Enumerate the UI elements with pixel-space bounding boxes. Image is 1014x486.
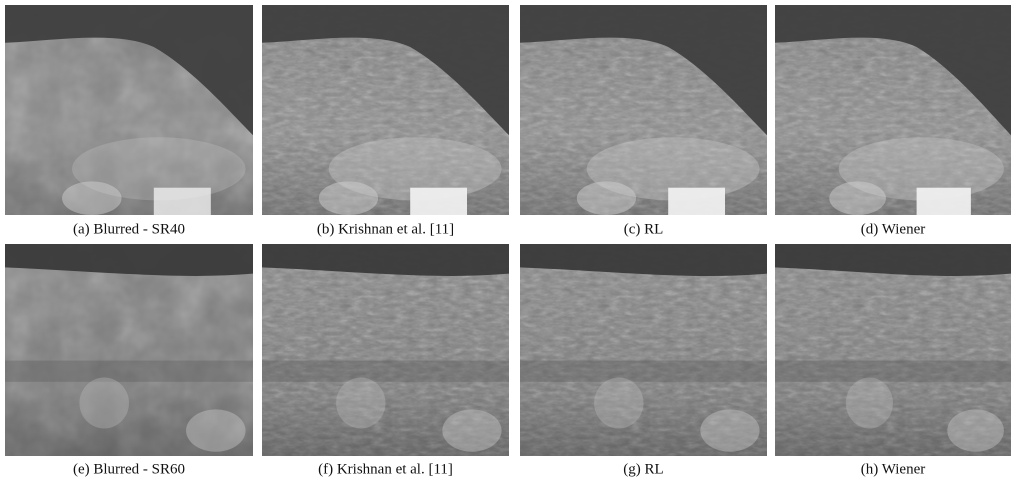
image xyxy=(5,244,253,456)
bright-trees xyxy=(442,409,501,451)
bright-trees xyxy=(79,378,129,429)
image xyxy=(520,244,767,456)
image xyxy=(520,5,767,215)
image xyxy=(775,5,1011,215)
bright-trees xyxy=(846,378,893,429)
bright-trees xyxy=(700,409,759,451)
dark-band xyxy=(775,361,1011,382)
caption: (c) RL xyxy=(624,221,664,237)
image-panel xyxy=(520,244,767,456)
building xyxy=(154,188,211,215)
dark-band xyxy=(262,361,509,382)
image-panel xyxy=(775,5,1011,215)
bright-trees xyxy=(947,409,1004,451)
image xyxy=(5,5,253,215)
caption: (e) Blurred - SR60 xyxy=(73,461,185,477)
caption: (h) Wiener xyxy=(861,461,926,477)
caption: (d) Wiener xyxy=(861,221,926,237)
caption: (g) RL xyxy=(623,461,663,477)
building xyxy=(410,188,467,215)
bright-trees xyxy=(186,409,246,451)
building xyxy=(668,188,725,215)
image xyxy=(775,244,1011,456)
image-panel xyxy=(5,244,253,456)
figure: (a) Blurred - SR40 (b) Krishnan et al. [1… xyxy=(0,0,1014,486)
bright-trees xyxy=(829,181,886,215)
image-panel xyxy=(5,5,253,215)
image-panel xyxy=(262,5,509,215)
caption: (f) Krishnan et al. [11] xyxy=(318,461,453,477)
image-panel xyxy=(262,244,509,456)
image-panel xyxy=(775,244,1011,456)
bright-trees xyxy=(336,378,385,429)
bright-trees xyxy=(319,181,378,215)
image-panel xyxy=(520,5,767,215)
caption: (b) Krishnan et al. [11] xyxy=(317,221,454,237)
bright-trees xyxy=(62,181,122,215)
bright-trees xyxy=(594,378,643,429)
building xyxy=(917,188,971,215)
bright-trees xyxy=(577,181,636,215)
figure-canvas: (a) Blurred - SR40 (b) Krishnan et al. [1… xyxy=(0,0,1014,486)
caption: (a) Blurred - SR40 xyxy=(73,221,185,237)
dark-band xyxy=(520,361,767,382)
image xyxy=(262,5,509,215)
dark-band xyxy=(5,361,253,382)
image xyxy=(262,244,509,456)
